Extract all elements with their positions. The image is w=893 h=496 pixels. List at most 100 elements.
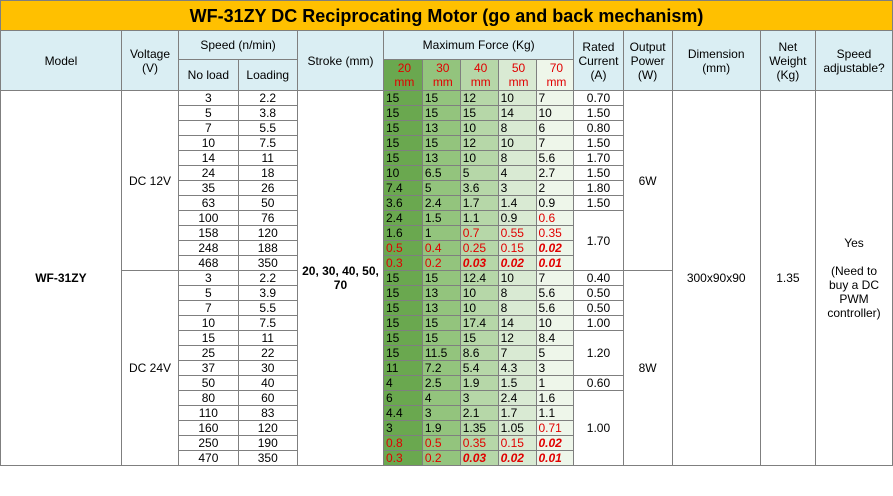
force-cell: 0.35: [459, 435, 499, 451]
force-cell: 1.35: [459, 420, 499, 436]
header-voltage: Voltage (V): [120, 30, 180, 91]
loading-speed: 60: [237, 390, 298, 406]
current-cell: 1.00: [573, 315, 624, 331]
force-cell: 5.6: [535, 150, 575, 166]
no-load-speed: 24: [178, 165, 239, 181]
force-cell: 10: [535, 105, 575, 121]
force-cell: 1.7: [497, 405, 537, 421]
current-cell: 1.50: [573, 135, 624, 151]
header-stroke-70: 70 mm: [535, 59, 575, 91]
force-cell: 7: [535, 270, 575, 286]
no-load-speed: 25: [178, 345, 239, 361]
force-cell: 10: [382, 165, 423, 181]
loading-speed: 5.5: [237, 300, 298, 316]
no-load-speed: 5: [178, 105, 239, 121]
force-cell: 5.6: [535, 300, 575, 316]
force-cell: 10: [497, 135, 537, 151]
table-row: 470 350 0.3 0.2 0.03 0.02 0.01: [1, 450, 893, 466]
force-cell: 1.1: [459, 210, 499, 226]
force-cell: 0.71: [535, 420, 575, 436]
loading-speed: 2.2: [237, 90, 298, 106]
current-cell: 1.70: [573, 150, 624, 166]
force-cell: 8: [497, 150, 537, 166]
current-cell: 0.80: [573, 120, 624, 136]
loading-speed: 40: [237, 375, 298, 391]
speed-adjustable-cell: Yes (Need to buy a DC PWM controller): [815, 90, 893, 466]
force-cell: 8: [497, 285, 537, 301]
loading-speed: 350: [237, 450, 298, 466]
force-cell: 3: [535, 360, 575, 376]
loading-speed: 7.5: [237, 135, 298, 151]
force-cell: 10: [459, 300, 499, 316]
no-load-speed: 100: [178, 210, 239, 226]
loading-speed: 11: [237, 150, 298, 166]
force-cell: 17.4: [459, 315, 499, 331]
force-cell: 2.4: [382, 210, 423, 226]
loading-speed: 120: [237, 420, 298, 436]
force-cell: 0.01: [535, 255, 575, 271]
dimension-cell: 300x90x90: [671, 90, 761, 466]
table-row: 248 188 0.5 0.4 0.25 0.15 0.02: [1, 240, 893, 256]
table-row: 250 190 0.8 0.5 0.35 0.15 0.02: [1, 435, 893, 451]
force-cell: 7.2: [421, 360, 461, 376]
force-cell: 14: [497, 315, 537, 331]
force-cell: 15: [421, 90, 461, 106]
force-cell: 15: [421, 270, 461, 286]
force-cell: 1.9: [421, 420, 461, 436]
force-cell: 15: [382, 150, 423, 166]
table-row: 160 120 3 1.9 1.35 1.05 0.71: [1, 420, 893, 436]
table-row: 35 26 7.4 5 3.6 3 2 1.80: [1, 180, 893, 196]
force-cell: 0.9: [497, 210, 537, 226]
force-cell: 5: [421, 180, 461, 196]
header-no-load: No load: [178, 59, 239, 91]
force-cell: 15: [382, 285, 423, 301]
force-cell: 0.02: [535, 435, 575, 451]
force-cell: 15: [421, 135, 461, 151]
force-cell: 15: [382, 270, 423, 286]
loading-speed: 3.9: [237, 285, 298, 301]
force-cell: 3: [459, 390, 499, 406]
force-cell: 0.25: [459, 240, 499, 256]
header-rated-current: Rated Current (A): [573, 30, 624, 91]
force-cell: 2.1: [459, 405, 499, 421]
header-stroke-30: 30 mm: [421, 59, 461, 91]
spec-table: WF-31ZY DC Reciprocating Motor (go and b…: [0, 0, 893, 466]
current-cell: 0.70: [573, 90, 624, 106]
force-cell: 8: [497, 120, 537, 136]
speed-adjustable-yes: Yes: [844, 236, 864, 250]
force-cell: 15: [459, 105, 499, 121]
force-cell: 0.55: [497, 225, 537, 241]
table-row: 24 18 10 6.5 5 4 2.7 1.50: [1, 165, 893, 181]
no-load-speed: 3: [178, 270, 239, 286]
force-cell: 3.6: [459, 180, 499, 196]
force-cell: 0.8: [382, 435, 423, 451]
force-cell: 0.4: [421, 240, 461, 256]
model-cell: WF-31ZY: [0, 90, 122, 466]
no-load-speed: 35: [178, 180, 239, 196]
no-load-speed: 10: [178, 315, 239, 331]
force-cell: 0.35: [535, 225, 575, 241]
force-cell: 2.7: [535, 165, 575, 181]
table-row: 7 5.5 15 13 10 8 5.6 0.50: [1, 300, 893, 316]
loading-speed: 26: [237, 180, 298, 196]
force-cell: 4: [382, 375, 423, 391]
force-cell: 0.9: [535, 195, 575, 211]
force-cell: 3: [382, 420, 423, 436]
loading-speed: 76: [237, 210, 298, 226]
table-row: 5 3.8 15 15 15 14 10 1.50: [1, 105, 893, 121]
force-cell: 15: [459, 330, 499, 346]
force-cell: 15: [421, 105, 461, 121]
force-cell: 4.3: [497, 360, 537, 376]
force-cell: 0.03: [459, 450, 499, 466]
force-cell: 13: [421, 300, 461, 316]
no-load-speed: 63: [178, 195, 239, 211]
table-body: WF-31ZY DC 12V 3 2.2 20, 30, 40, 50, 70 15 15 1…: [0, 90, 893, 466]
force-cell: 1: [421, 225, 461, 241]
no-load-speed: 470: [178, 450, 239, 466]
table-row: 5 3.9 15 13 10 8 5.6 0.50: [1, 285, 893, 301]
force-cell: 15: [421, 315, 461, 331]
force-cell: 15: [382, 105, 423, 121]
header-speed-adjustable: Speed adjustable?: [815, 30, 893, 91]
loading-speed: 22: [237, 345, 298, 361]
